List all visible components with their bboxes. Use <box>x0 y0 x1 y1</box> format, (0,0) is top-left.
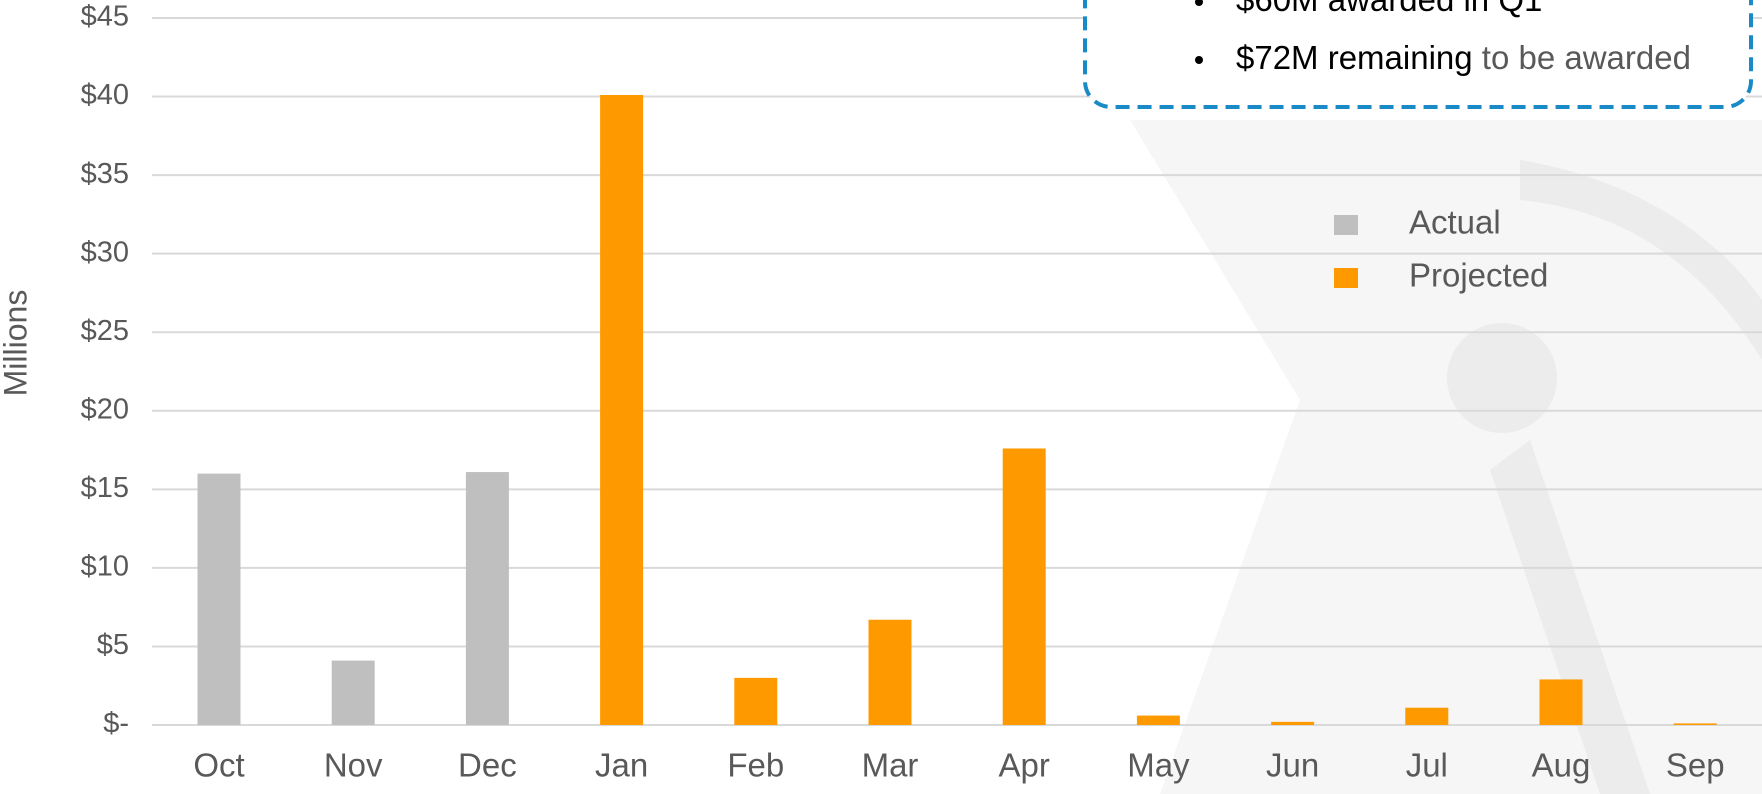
x-tick-label: Apr <box>999 747 1050 784</box>
bar <box>1405 707 1449 725</box>
x-tick-label: Feb <box>727 747 784 784</box>
y-tick-label: $35 <box>81 158 129 190</box>
legend-label: Projected <box>1409 257 1548 294</box>
y-axis-label: Millions <box>0 290 33 397</box>
y-tick-label: $10 <box>81 551 129 583</box>
bar <box>1136 715 1180 725</box>
bar <box>734 677 778 725</box>
bar <box>331 660 375 725</box>
legend-label: Actual <box>1409 204 1501 241</box>
annotation-emphasis: $60M awarded in Q1 <box>1236 0 1542 18</box>
x-tick-label: Aug <box>1532 747 1591 784</box>
bar <box>1673 723 1717 725</box>
y-tick-label: $40 <box>81 79 129 111</box>
annotation-text: $72M remaining to be awarded <box>1236 39 1691 76</box>
y-tick-label: $5 <box>97 629 129 661</box>
x-tick-label: Mar <box>862 747 919 784</box>
x-tick-label: Dec <box>458 747 517 784</box>
y-tick-label: $25 <box>81 315 129 347</box>
x-tick-label: May <box>1127 747 1190 784</box>
annotation-text: $60M awarded in Q1 <box>1236 0 1542 18</box>
x-tick-label: Jul <box>1406 747 1448 784</box>
bar <box>600 94 644 726</box>
y-tick-label: $15 <box>81 472 129 504</box>
bar <box>465 472 509 725</box>
y-tick-label: $45 <box>81 1 129 33</box>
bar <box>197 473 241 725</box>
x-tick-label: Nov <box>324 747 383 784</box>
legend-swatch <box>1334 268 1358 288</box>
bar <box>1002 448 1046 725</box>
bullet <box>1195 0 1203 6</box>
x-tick-label: Sep <box>1666 747 1725 784</box>
x-tick-label: Oct <box>193 747 244 784</box>
x-tick-label: Jun <box>1266 747 1319 784</box>
y-tick-label: $30 <box>81 236 129 268</box>
legend-swatch <box>1334 215 1358 235</box>
x-tick-label: Jan <box>595 747 648 784</box>
watermark <box>1130 120 1762 794</box>
y-tick-label: $20 <box>81 393 129 425</box>
bar <box>1539 679 1583 725</box>
bar <box>868 619 912 725</box>
annotation-rest: to be awarded <box>1482 39 1691 76</box>
y-tick-label: $- <box>103 708 129 740</box>
annotation-emphasis: $72M remaining <box>1236 39 1473 76</box>
bar <box>1271 721 1315 725</box>
annotation-box <box>1083 0 1753 109</box>
annotation: $60M awarded in Q1 $72M remaining to be a… <box>1083 0 1753 109</box>
plot: $- $5 $10 $15 $20 $25 $30 $35 $40 $45 Oct Nov Dec Jan… <box>81 1 1762 784</box>
bullet <box>1195 56 1203 64</box>
